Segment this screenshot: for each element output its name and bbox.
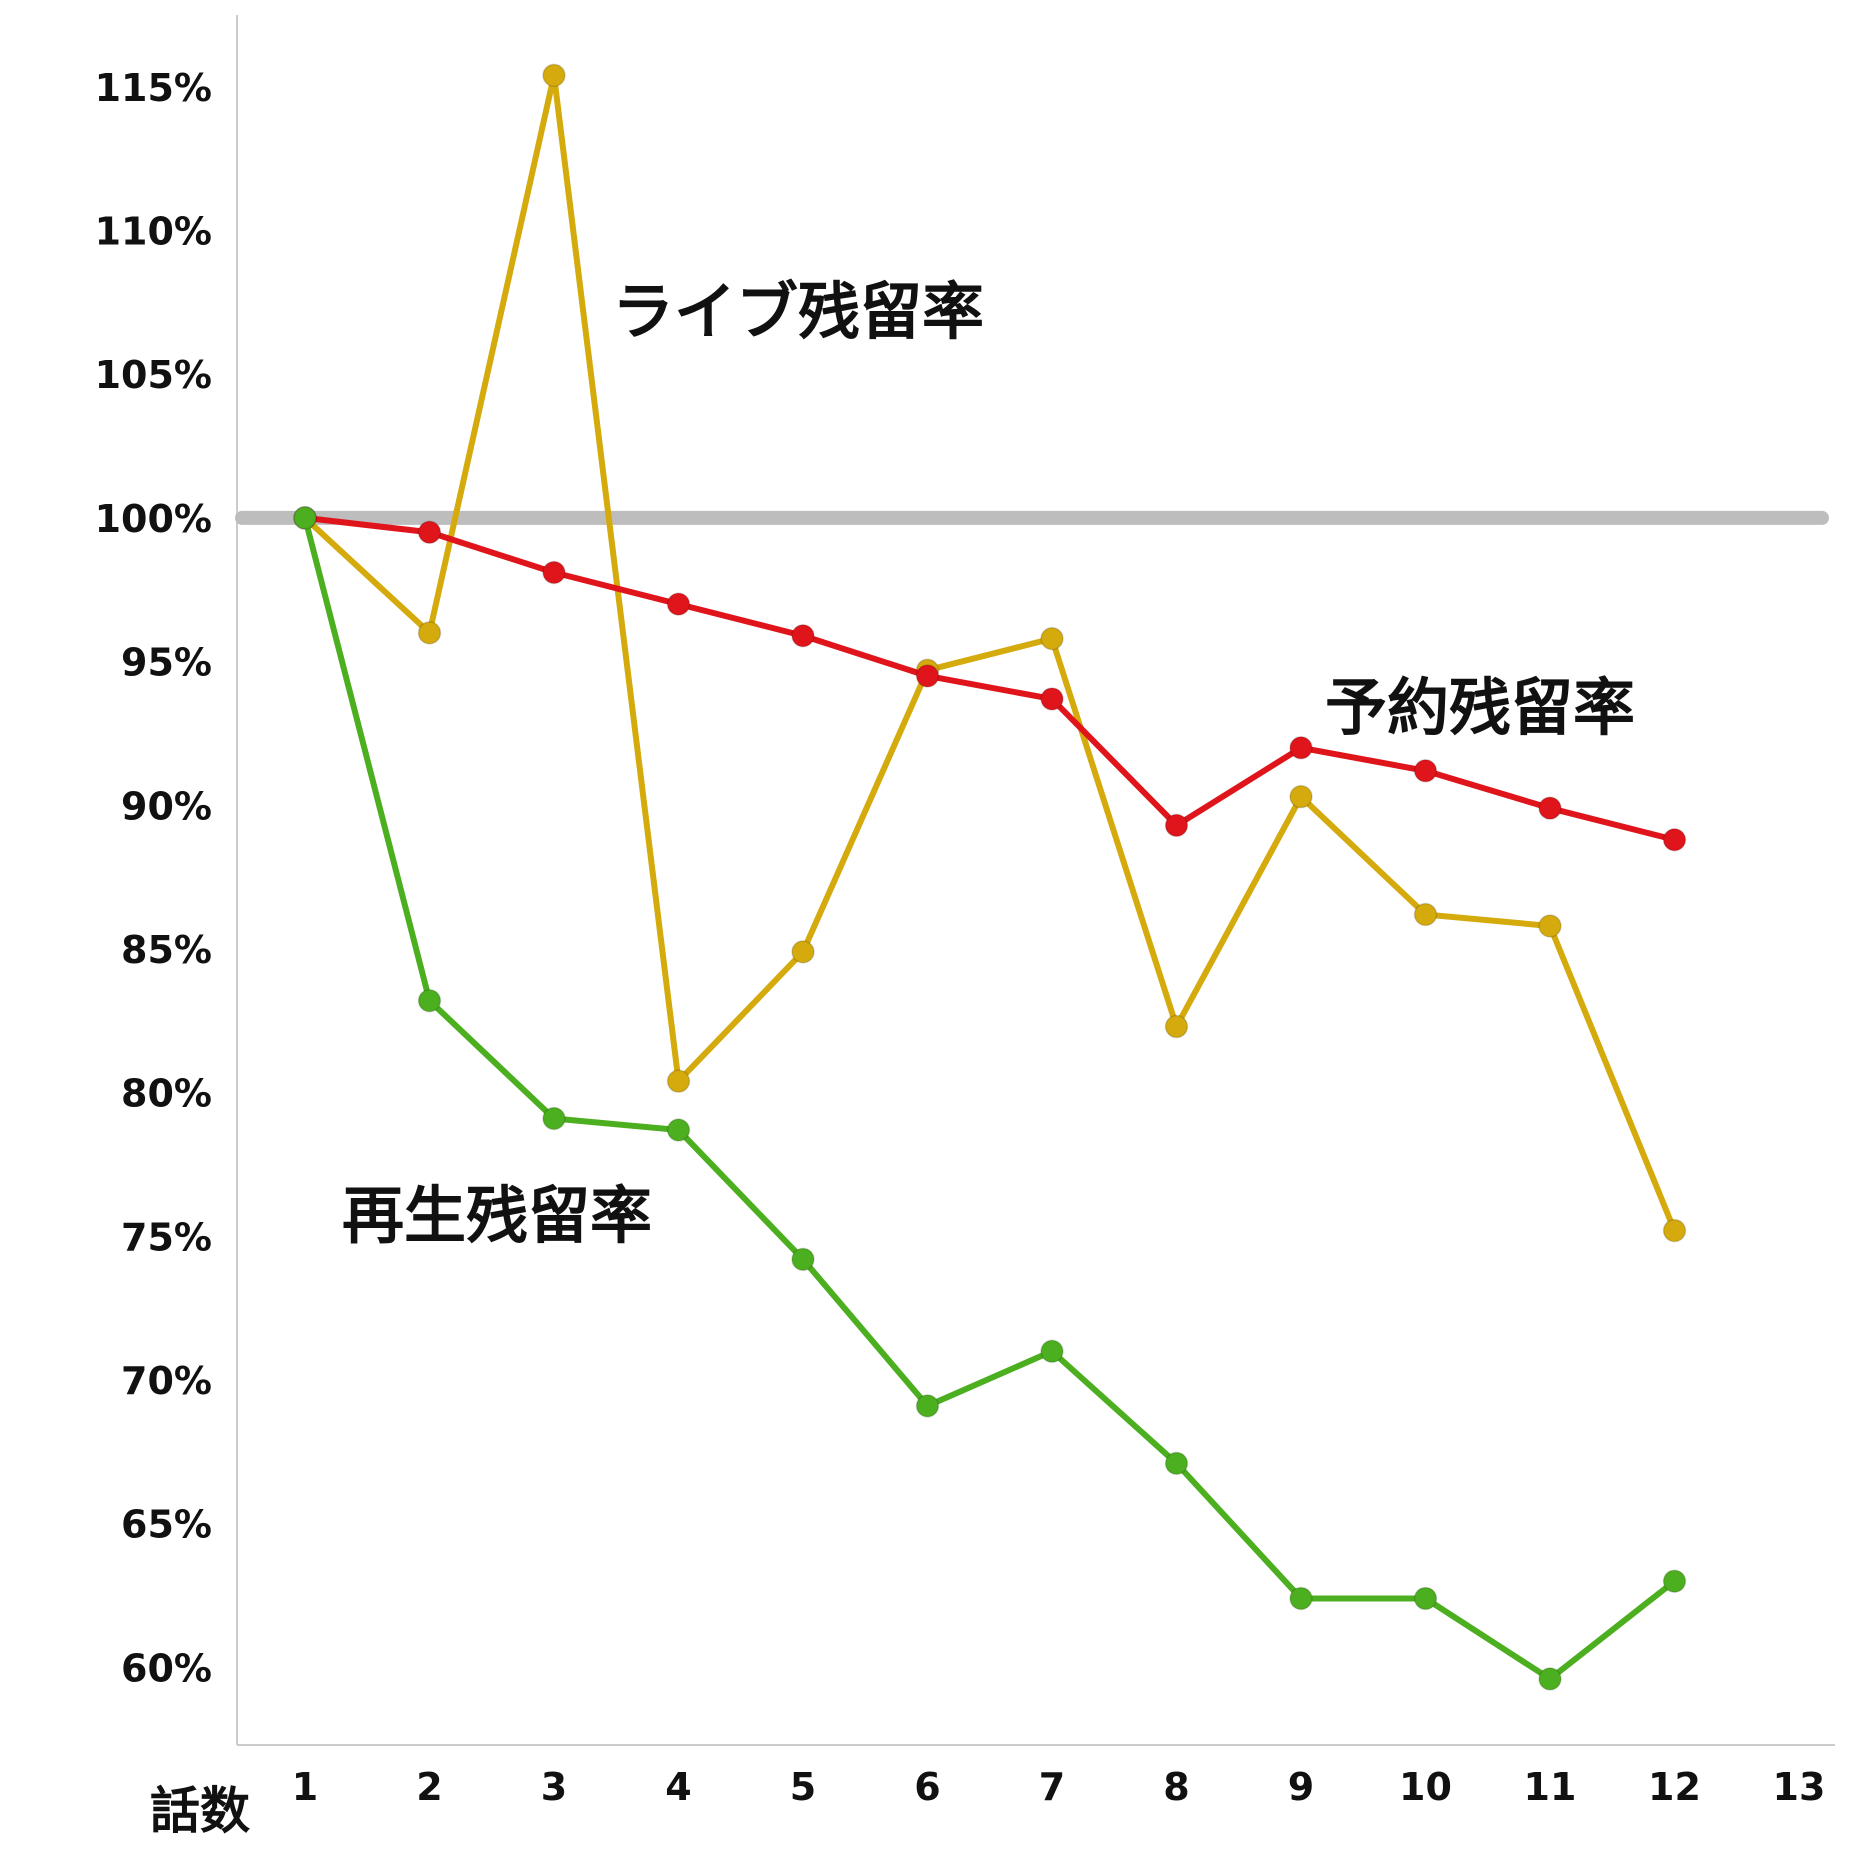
y-tick-label: 115% xyxy=(95,66,212,110)
data-point xyxy=(1662,1218,1687,1243)
data-point xyxy=(1040,626,1064,651)
data-point xyxy=(791,940,815,964)
data-point xyxy=(1289,736,1313,760)
x-tick-labels: 1 2 3 4 5 6 7 8 9 10 11 12 13 xyxy=(292,1765,1826,1809)
data-point xyxy=(915,664,940,688)
x-tick-label: 7 xyxy=(1039,1765,1065,1809)
data-point xyxy=(1413,1586,1438,1611)
data-point xyxy=(1164,813,1189,838)
series-line xyxy=(302,72,1678,1232)
y-tick-label: 85% xyxy=(121,928,212,972)
y-tick-label: 95% xyxy=(121,641,212,685)
data-point xyxy=(417,988,442,1013)
y-tick-label: 80% xyxy=(121,1072,212,1116)
x-axis-title: 話数 xyxy=(150,1782,250,1840)
series-group xyxy=(293,63,1687,1691)
data-point xyxy=(1538,796,1562,820)
y-tick-label: 100% xyxy=(95,497,212,541)
x-tick-label: 5 xyxy=(790,1765,816,1809)
x-tick-label: 12 xyxy=(1648,1765,1701,1809)
y-tick-label: 110% xyxy=(95,210,212,254)
y-tick-label: 75% xyxy=(121,1215,212,1259)
data-point xyxy=(666,1118,691,1142)
data-point xyxy=(1662,1569,1687,1593)
axes xyxy=(236,15,1835,1746)
series-label-replay: 再生残留率 xyxy=(342,1179,652,1252)
data-point xyxy=(542,63,566,88)
data-point xyxy=(1164,1451,1189,1476)
y-tick-label: 65% xyxy=(121,1503,212,1547)
x-tick-label: 3 xyxy=(541,1765,567,1809)
data-point xyxy=(666,1069,691,1093)
series-1 xyxy=(293,63,1687,1243)
x-tick-label: 10 xyxy=(1399,1765,1452,1809)
x-tick-label: 8 xyxy=(1163,1765,1189,1809)
data-point xyxy=(791,623,815,648)
y-tick-label: 70% xyxy=(121,1359,212,1403)
data-point xyxy=(1040,687,1064,711)
data-point xyxy=(666,592,691,616)
x-tick-label: 4 xyxy=(665,1765,691,1809)
data-point xyxy=(791,1247,815,1272)
data-point xyxy=(1662,828,1687,852)
y-tick-labels: 115% 110% 105% 100% 95% 90% 85% 80% 75% 70% 65% 60% xyxy=(95,66,212,1691)
x-tick-label: 13 xyxy=(1773,1765,1826,1809)
data-point xyxy=(542,1106,566,1131)
x-tick-label: 11 xyxy=(1524,1765,1577,1809)
x-tick-label: 2 xyxy=(416,1765,442,1809)
y-tick-label: 105% xyxy=(95,353,212,397)
data-point xyxy=(1538,914,1562,938)
series-label-reserve: 予約残留率 xyxy=(1325,671,1635,744)
y-tick-label: 60% xyxy=(121,1646,212,1690)
y-tick-label: 90% xyxy=(121,784,212,828)
data-point xyxy=(1040,1339,1064,1364)
data-point xyxy=(1289,784,1313,809)
data-point xyxy=(915,1394,940,1418)
data-point xyxy=(1538,1667,1562,1691)
data-point xyxy=(1413,902,1438,927)
data-point xyxy=(1413,759,1438,783)
series-label-live: ライブ残留率 xyxy=(612,275,984,348)
data-point xyxy=(417,621,442,645)
data-point xyxy=(1289,1586,1313,1611)
x-tick-label: 1 xyxy=(292,1765,318,1809)
data-point xyxy=(417,520,442,545)
series-line xyxy=(304,514,1676,843)
series-line xyxy=(302,517,1677,1682)
x-tick-label: 6 xyxy=(914,1765,940,1809)
data-point xyxy=(542,560,566,585)
x-tick-label: 9 xyxy=(1288,1765,1314,1809)
data-point xyxy=(1164,1014,1189,1039)
data-point xyxy=(293,506,317,530)
series-3 xyxy=(293,506,1687,1691)
